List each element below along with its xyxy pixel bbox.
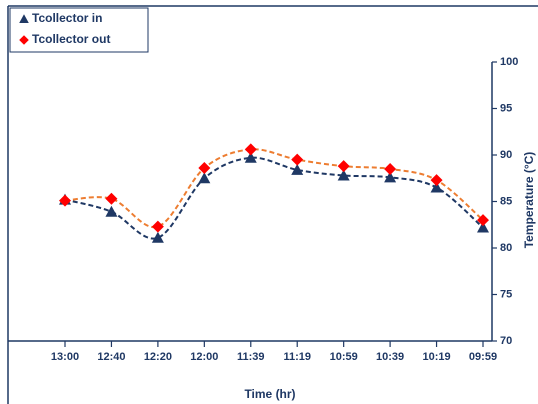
x-tick-label: 11:19 (283, 351, 311, 363)
marker (198, 172, 211, 184)
legend-label: Tcollector in (32, 11, 102, 25)
y-tick-label: 70 (500, 335, 512, 347)
x-tick-label: 10:59 (330, 351, 358, 363)
y-tick-label: 90 (500, 149, 512, 161)
legend-label: Tcollector out (32, 32, 110, 46)
legend-box (9, 7, 149, 53)
marker (244, 151, 257, 163)
x-tick-label: 12:40 (97, 351, 125, 363)
marker (105, 205, 118, 217)
y-tick-label: 85 (500, 195, 512, 207)
marker (384, 162, 397, 175)
marker (384, 171, 397, 183)
marker (477, 221, 489, 233)
marker (430, 174, 443, 187)
marker (59, 194, 71, 207)
y-axis-title: Temperature (°C) (522, 152, 536, 249)
trend-line (64, 148, 484, 229)
x-tick-label: 12:20 (144, 351, 172, 363)
marker (105, 192, 118, 205)
y-tick-label: 80 (500, 242, 512, 254)
legend-marker (19, 14, 29, 23)
x-tick-label: 10:39 (376, 351, 404, 363)
y-tick-label: 95 (500, 102, 512, 114)
marker (198, 162, 211, 175)
x-axis-title: Time (hr) (244, 387, 295, 401)
x-tick-label: 13:00 (51, 351, 79, 363)
marker (291, 153, 304, 166)
marker (151, 231, 164, 243)
marker (244, 143, 257, 156)
marker (337, 160, 350, 173)
x-tick-label: 12:00 (190, 351, 218, 363)
y-tick-label: 75 (500, 288, 512, 300)
x-tick-label: 09:59 (469, 351, 497, 363)
marker (291, 163, 304, 175)
marker (430, 181, 443, 193)
marker (477, 214, 489, 227)
marker (151, 220, 164, 233)
x-tick-label: 11:39 (237, 351, 265, 363)
trend-line (64, 156, 484, 240)
x-tick-label: 10:19 (422, 351, 450, 363)
marker (337, 169, 350, 181)
y-tick-label: 100 (500, 56, 518, 68)
